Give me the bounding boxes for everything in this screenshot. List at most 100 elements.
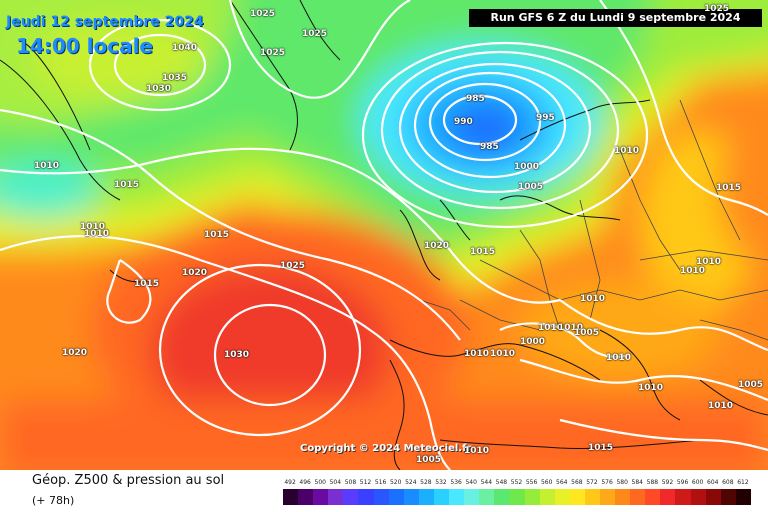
- color-scale-value: 500: [314, 479, 326, 486]
- pressure-label: 1025: [704, 4, 730, 14]
- pressure-label: 1010: [708, 401, 734, 411]
- color-scale-value: 552: [510, 479, 523, 486]
- color-scale-swatch: [735, 489, 751, 505]
- color-scale-swatch: [479, 489, 495, 505]
- pressure-label: 1010: [34, 161, 60, 171]
- pressure-label: 1025: [260, 48, 286, 58]
- color-scale-value: 596: [676, 479, 689, 486]
- color-scale-value: 580: [616, 479, 628, 486]
- geopotential-field: [0, 0, 768, 470]
- color-scale-swatch: [645, 489, 661, 505]
- pressure-label: 1010: [680, 266, 706, 276]
- pressure-label: 1040: [172, 43, 198, 53]
- color-scale-value: 504: [329, 479, 342, 486]
- color-scale-value: 496: [299, 479, 311, 486]
- legend-panel: Géop. Z500 & pression au sol (+ 78h) 492…: [0, 470, 768, 512]
- color-scale-swatch: [705, 489, 721, 505]
- color-scale-value: 536: [450, 479, 462, 486]
- color-scale-value: 588: [646, 479, 659, 486]
- forecast-date: Jeudi 12 septembre 2024: [6, 14, 204, 30]
- pressure-label: 1005: [518, 182, 544, 192]
- color-scale-swatch: [403, 489, 419, 505]
- color-scale-value: 564: [556, 479, 568, 486]
- pressure-label: 1005: [416, 455, 442, 465]
- color-scale-swatch: [509, 489, 525, 505]
- copyright-notice: Copyright © 2024 Meteociel.fr: [300, 443, 472, 454]
- pressure-label: 985: [466, 94, 485, 104]
- forecast-time: 14:00 locale: [16, 34, 153, 58]
- color-scale-swatch: [615, 489, 631, 505]
- color-scale-swatch: [720, 489, 736, 505]
- color-scale: 492 496 500 504 508 512 516 520 524 528 532 536 540 5…: [283, 479, 751, 509]
- pressure-label: 1025: [250, 9, 276, 19]
- color-scale-swatch: [675, 489, 691, 505]
- pressure-label: 1000: [520, 337, 546, 347]
- pressure-label: 1015: [114, 180, 140, 190]
- pressure-label: 1010: [538, 323, 564, 333]
- color-scale-value: 512: [359, 479, 372, 486]
- color-scale-swatch: [630, 489, 646, 505]
- pressure-label: 1000: [514, 162, 540, 172]
- color-scale-swatch: [599, 489, 616, 505]
- pressure-label: 1010: [696, 257, 722, 267]
- pressure-label: 1020: [182, 268, 208, 278]
- pressure-label: 1015: [470, 247, 496, 257]
- pressure-label: 1025: [302, 29, 328, 39]
- color-scale-swatch: [343, 489, 359, 505]
- color-scale-value: 556: [525, 479, 538, 486]
- run-info-banner: Run GFS 6 Z du Lundi 9 septembre 2024: [469, 9, 762, 27]
- pressure-label: 1010: [80, 222, 106, 232]
- pressure-label: 1035: [162, 73, 188, 83]
- color-scale-swatch: [554, 489, 570, 505]
- color-scale-swatch: [283, 489, 299, 505]
- pressure-label: 995: [536, 113, 555, 123]
- pressure-label: 1010: [464, 349, 490, 359]
- color-scale-bar: [283, 489, 751, 505]
- color-scale-swatch: [539, 489, 555, 505]
- color-scale-value: 548: [495, 479, 508, 486]
- color-scale-swatch: [388, 489, 404, 505]
- color-scale-swatch: [373, 489, 389, 505]
- color-scale-value: 612: [737, 479, 749, 486]
- pressure-label: 1015: [204, 230, 230, 240]
- weather-map: Jeudi 12 septembre 2024 14:00 locale Run…: [0, 0, 768, 470]
- pressure-label: 1010: [606, 353, 632, 363]
- color-scale-value: 560: [540, 479, 553, 486]
- pressure-label: 1020: [424, 241, 450, 251]
- color-scale-value: 492: [284, 479, 296, 486]
- country-borders: [419, 99, 768, 341]
- isobars: [0, 0, 768, 470]
- color-scale-value: 576: [601, 479, 613, 486]
- pressure-label: 1010: [84, 229, 110, 239]
- color-scale-value: 604: [707, 479, 719, 486]
- pressure-label: 1005: [574, 328, 600, 338]
- color-scale-swatch: [358, 489, 374, 505]
- pressure-label: 1025: [280, 261, 306, 271]
- color-scale-swatch: [328, 489, 344, 505]
- pressure-label: 1030: [146, 84, 172, 94]
- color-scale-swatch: [660, 489, 676, 505]
- color-scale-value: 516: [374, 479, 387, 486]
- color-scale-value: 544: [480, 479, 493, 486]
- pressure-label: 1015: [588, 443, 614, 453]
- color-scale-value: 528: [420, 479, 432, 486]
- pressure-label: 1010: [490, 349, 516, 359]
- map-canvas: [0, 0, 768, 470]
- color-scale-value: 608: [722, 479, 734, 486]
- pressure-label: 1010: [638, 383, 664, 393]
- pressure-label: 985: [480, 142, 499, 152]
- color-scale-swatch: [418, 489, 434, 505]
- color-scale-labels: 492 496 500 504 508 512 516 520 524 528 532 536 540 5…: [283, 479, 751, 489]
- pressure-label: 1010: [558, 323, 584, 333]
- color-scale-value: 524: [405, 479, 417, 486]
- legend-subtitle: (+ 78h): [32, 494, 75, 507]
- color-scale-value: 568: [571, 479, 583, 486]
- pressure-label: 1005: [738, 380, 764, 390]
- color-scale-value: 592: [661, 479, 674, 486]
- pressure-label: 1015: [716, 183, 742, 193]
- color-scale-swatch: [569, 489, 585, 505]
- color-scale-swatch: [464, 489, 480, 505]
- pressure-label: 1015: [134, 279, 160, 289]
- legend-title: Géop. Z500 & pression au sol: [32, 473, 225, 488]
- color-scale-swatch: [494, 489, 510, 505]
